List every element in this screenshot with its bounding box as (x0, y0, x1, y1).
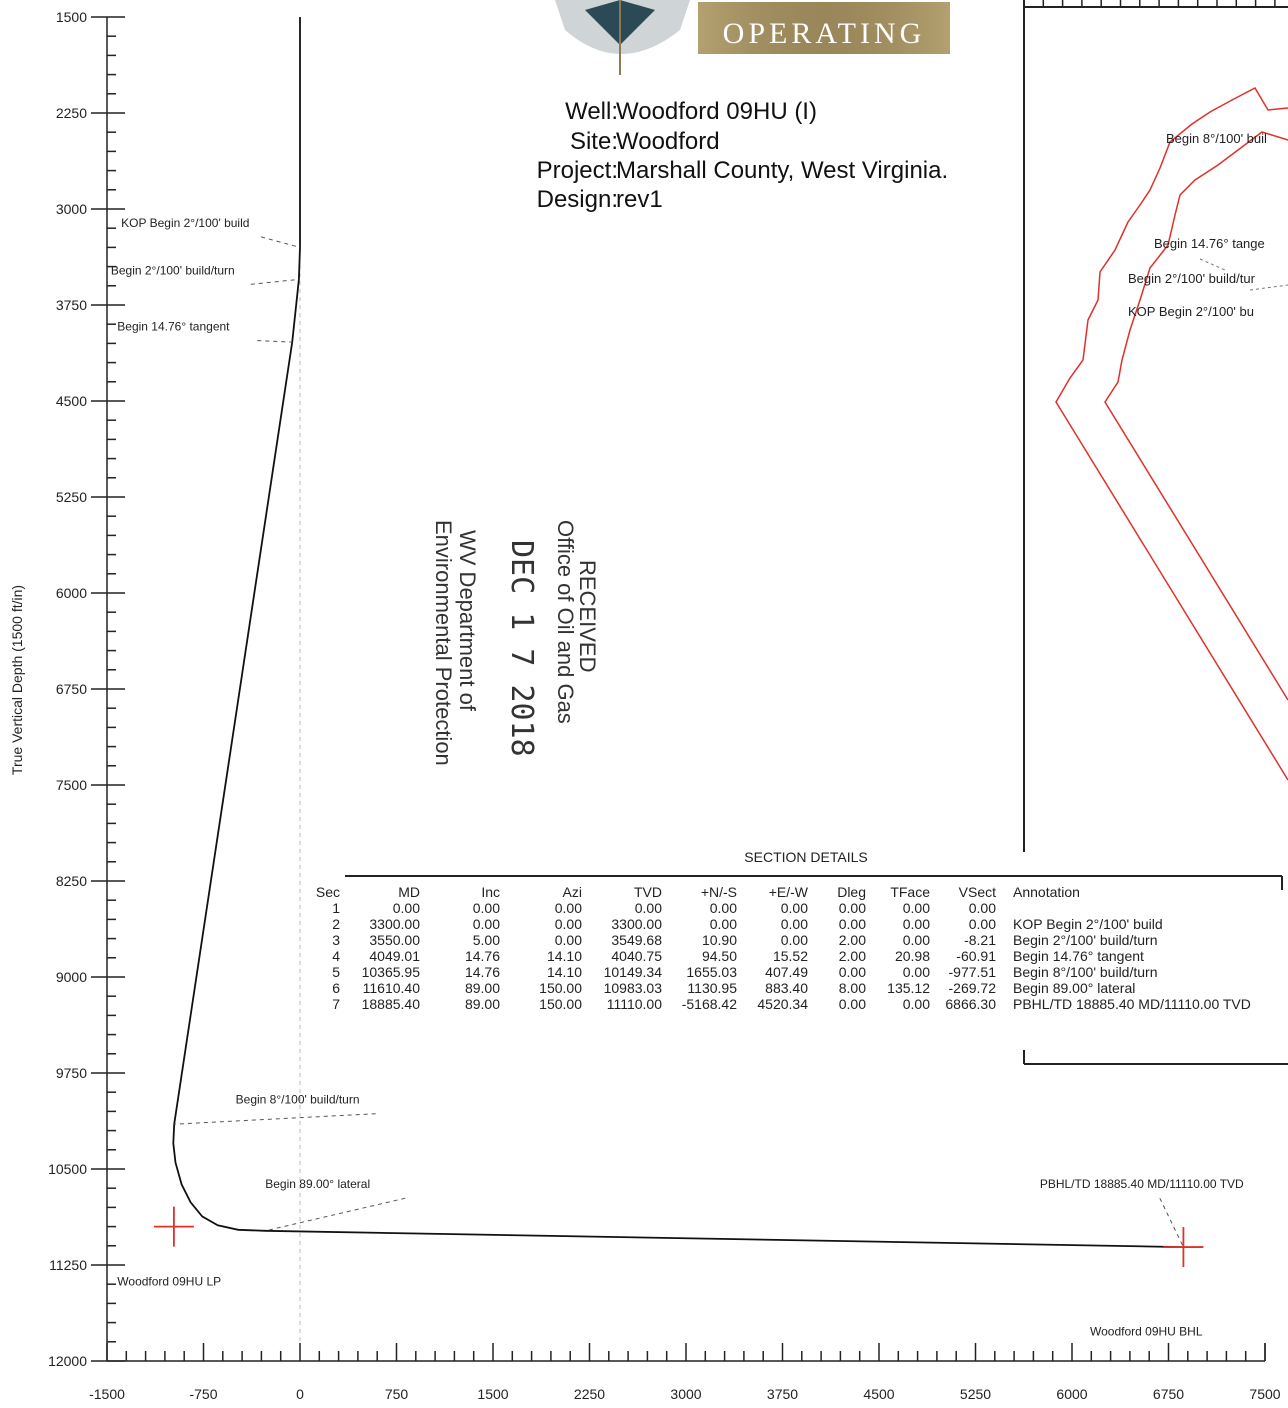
plan-boundary-inner (1104, 131, 1288, 701)
header-value: Marshall County, West Virginia. (616, 157, 949, 184)
header-row-well: Well: Woodford 09HU (I) (480, 98, 1080, 128)
well-path-series (172, 17, 1184, 1248)
annotation-leader (265, 1197, 406, 1232)
y-tick-label: 9000 (56, 969, 87, 985)
x-tick-label: -1500 (89, 1386, 125, 1402)
x-tick-label: -750 (189, 1386, 217, 1402)
y-tick-label: 11250 (49, 1257, 87, 1273)
plan-view: Begin 8°/100' buil Begin 14.76° tange Be… (1023, 0, 1288, 1065)
plan-annotation: Begin 2°/100' build/tur (1128, 271, 1256, 286)
header-value: Woodford 09HU (I) (616, 98, 817, 125)
plan-annotation: Begin 14.76° tange (1154, 236, 1265, 251)
header-row-design: Design: rev1 (480, 186, 1080, 216)
received-stamp (250, 760, 430, 1000)
y-tick-label: 9750 (56, 1065, 87, 1081)
table-title: SECTION DETAILS (744, 849, 867, 865)
y-tick-label: 8250 (56, 873, 87, 889)
y-tick-label: 5250 (56, 489, 87, 505)
header-key: Design: (536, 186, 618, 213)
y-tick-label: 6750 (56, 681, 87, 697)
y-tick-label: 6000 (56, 585, 87, 601)
path-annotation: Begin 89.00° lateral (265, 1177, 370, 1191)
annotation-leader (257, 340, 293, 343)
x-tick-label: 1500 (477, 1386, 508, 1402)
header-value: rev1 (616, 186, 663, 213)
y-tick-label: 3000 (56, 201, 87, 217)
x-tick-label: 2250 (574, 1386, 605, 1402)
y-tick-label: 12000 (48, 1353, 87, 1369)
annotation-leader (174, 1113, 376, 1125)
path-annotation: Begin 2°/100' build/turn (111, 263, 235, 277)
path-annotation: Begin 8°/100' build/turn (236, 1093, 360, 1107)
header-key: Site: (569, 128, 618, 155)
y-axis-label: True Vertical Depth (1500 ft/in) (9, 585, 25, 775)
y-tick-label: 4500 (56, 393, 87, 409)
annotation-leader (250, 278, 300, 285)
path-annotation: KOP Begin 2°/100' build (121, 216, 249, 230)
x-tick-label: 3000 (670, 1386, 701, 1402)
x-tick-label: 750 (385, 1386, 409, 1402)
header-row-site: Site: Woodford (480, 128, 1080, 158)
target-label: Woodford 09HU LP (117, 1274, 221, 1288)
y-tick-label: 2250 (56, 105, 87, 121)
y-tick-label: 3750 (56, 297, 87, 313)
y-tick-label: 7500 (56, 777, 87, 793)
path-annotation: Begin 14.76° tangent (117, 320, 230, 334)
y-tick-label: 1500 (56, 9, 87, 25)
x-tick-label: 0 (296, 1386, 304, 1402)
plan-boundary-outer (1055, 87, 1288, 781)
operator-logo: OPERATING (555, 0, 950, 75)
annotation-leader (261, 236, 301, 248)
target-label: Woodford 09HU BHL (1090, 1324, 1203, 1338)
header-key: Project: (536, 157, 618, 184)
x-tick-label: 7500 (1249, 1386, 1280, 1402)
x-tick-label: 5250 (960, 1386, 991, 1402)
plan-annotation: KOP Begin 2°/100' bu (1128, 304, 1254, 319)
header-key: Well: (565, 98, 618, 125)
logo-text: OPERATING (723, 17, 926, 50)
path-annotation: PBHL/TD 18885.40 MD/11110.00 TVD (1040, 1177, 1244, 1191)
annotation-leader (1159, 1197, 1184, 1248)
y-tick-label: 10500 (48, 1161, 87, 1177)
header-value: Woodford (616, 128, 720, 155)
x-tick-label: 4500 (863, 1386, 894, 1402)
x-tick-label: 6750 (1153, 1386, 1184, 1402)
header-row-project: Project: Marshall County, West Virginia. (480, 157, 1080, 187)
x-tick-label: 6000 (1056, 1386, 1087, 1402)
plan-annotation: Begin 8°/100' buil (1166, 131, 1267, 146)
x-tick-label: 3750 (767, 1386, 798, 1402)
